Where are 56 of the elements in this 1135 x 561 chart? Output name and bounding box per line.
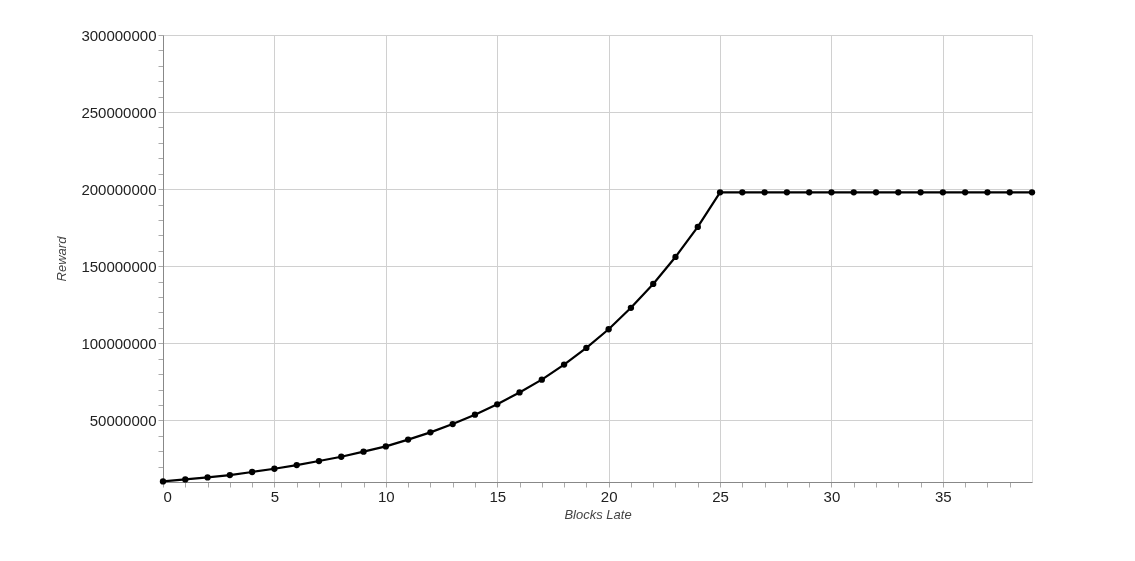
point <box>538 376 545 383</box>
point <box>672 253 679 261</box>
x-tick-label: 10 <box>377 487 395 505</box>
point <box>1006 189 1013 196</box>
point <box>159 478 167 485</box>
point <box>471 411 479 418</box>
x-tick-label: 25 <box>712 487 729 505</box>
point <box>850 189 857 196</box>
point <box>694 223 701 231</box>
point <box>248 468 256 476</box>
x-tick-label: 35 <box>935 487 952 505</box>
y-tick-label: 50000000 <box>89 411 157 429</box>
point <box>917 189 924 196</box>
point <box>984 189 991 196</box>
x-tick-label: 0 <box>163 487 172 505</box>
x-tick-label: 30 <box>823 487 841 505</box>
point <box>783 189 791 196</box>
x-axis-title: Blocks Late <box>564 506 632 522</box>
point <box>315 457 323 465</box>
point <box>494 401 501 408</box>
point <box>716 189 724 196</box>
point <box>761 189 768 196</box>
point <box>427 429 434 436</box>
point <box>182 476 189 483</box>
point <box>806 189 813 196</box>
y-tick-label: 250000000 <box>81 103 157 121</box>
point <box>739 189 746 196</box>
x-tick-label: 5 <box>270 487 280 505</box>
y-tick-label: 200000000 <box>81 180 157 198</box>
point <box>872 189 880 196</box>
point <box>560 361 568 368</box>
x-tick-label: 20 <box>600 487 618 505</box>
point <box>271 465 278 472</box>
point <box>338 453 345 460</box>
point <box>605 326 612 333</box>
y-tick-label: 100000000 <box>81 334 157 352</box>
y-tick-label: 150000000 <box>81 257 157 275</box>
point <box>226 471 234 479</box>
point <box>627 304 635 311</box>
point <box>360 448 367 455</box>
point <box>449 420 456 428</box>
point <box>583 344 590 352</box>
y-axis-title: Reward <box>54 235 70 282</box>
x-tick-label: 15 <box>489 487 507 505</box>
point <box>650 280 657 288</box>
point <box>939 189 947 196</box>
point <box>1028 189 1036 196</box>
point <box>961 189 969 196</box>
point <box>404 436 412 443</box>
point <box>828 189 835 196</box>
y-tick-label: 300000000 <box>81 26 157 44</box>
point <box>516 389 523 396</box>
point <box>204 474 211 481</box>
point <box>293 461 300 469</box>
point <box>382 443 389 450</box>
point <box>895 189 902 196</box>
